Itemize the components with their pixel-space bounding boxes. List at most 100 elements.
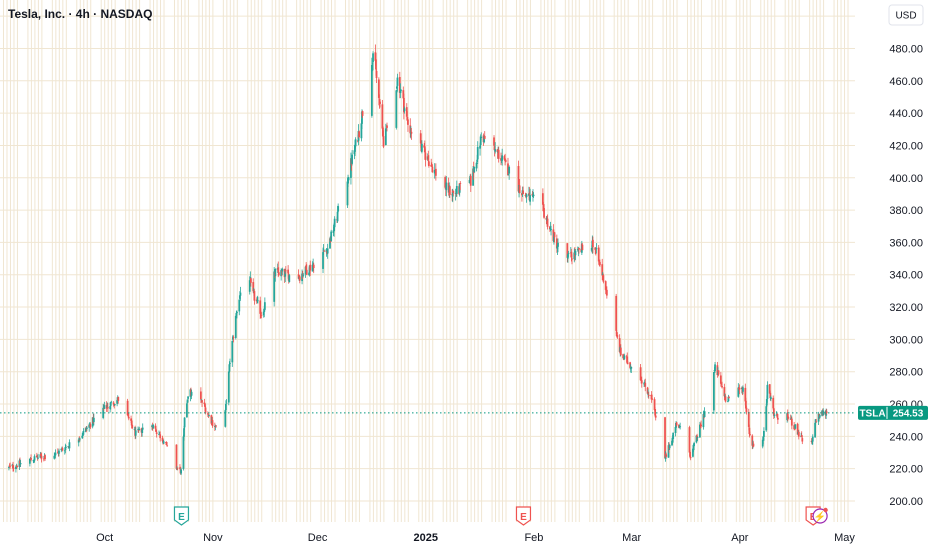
- candle: [61, 446, 64, 452]
- price-tick-label: 480.00: [889, 43, 923, 55]
- candle: [284, 266, 287, 274]
- candle: [507, 157, 509, 177]
- earnings-marker[interactable]: E: [173, 506, 190, 526]
- time-axis[interactable]: Oct Nov Dec 2025 Feb Mar Apr May: [96, 532, 855, 544]
- candle: [207, 413, 210, 418]
- candle: [769, 395, 772, 402]
- candle: [235, 310, 238, 319]
- candle: [644, 378, 647, 392]
- candle: [508, 165, 511, 180]
- currency-button[interactable]: USD: [888, 4, 924, 26]
- candle: [763, 427, 765, 441]
- candle: [581, 243, 584, 251]
- candle: [597, 245, 600, 265]
- candle: [421, 140, 423, 154]
- candle: [668, 444, 671, 451]
- candle: [58, 448, 60, 457]
- candle: [667, 442, 670, 458]
- candle: [616, 332, 619, 339]
- candle: [605, 286, 608, 299]
- candle: [301, 269, 303, 285]
- candle: [379, 99, 381, 108]
- date-tick-label: Feb: [524, 532, 543, 544]
- candle: [347, 176, 350, 184]
- candle: [263, 297, 266, 311]
- candle: [350, 152, 352, 185]
- candle: [787, 415, 790, 420]
- candle: [553, 231, 556, 243]
- candle: [702, 410, 705, 430]
- candle: [346, 177, 349, 208]
- candle: [12, 461, 14, 472]
- candle: [532, 192, 535, 198]
- grid-layer: [0, 0, 855, 522]
- candle: [112, 401, 115, 407]
- candle: [518, 178, 521, 194]
- price-tick-label: 240.00: [889, 431, 923, 443]
- candle: [762, 435, 765, 445]
- candle: [654, 406, 657, 417]
- candle: [211, 416, 214, 428]
- earnings-marker[interactable]: E: [515, 506, 532, 526]
- candle: [204, 405, 207, 415]
- candle: [469, 173, 472, 192]
- candle: [232, 335, 235, 343]
- candle: [280, 268, 283, 281]
- candle: [745, 405, 748, 415]
- last-price-symbol: TSLA: [859, 408, 885, 419]
- candle: [566, 243, 569, 263]
- candle: [305, 262, 308, 271]
- candle: [410, 127, 413, 140]
- candle: [131, 423, 134, 429]
- candle: [427, 160, 430, 168]
- candle: [35, 452, 38, 458]
- candle: [65, 444, 67, 448]
- candle: [79, 437, 81, 442]
- candle: [720, 382, 723, 386]
- candle: [483, 131, 486, 140]
- candle: [728, 395, 730, 399]
- candle: [28, 458, 31, 467]
- price-tick-label: 420.00: [889, 140, 923, 152]
- candle: [717, 370, 720, 377]
- candle: [305, 264, 308, 276]
- candle: [225, 399, 228, 404]
- candle: [550, 225, 552, 236]
- marker-label: E: [520, 512, 527, 523]
- event-marker[interactable]: ⚡: [812, 507, 828, 524]
- candle: [768, 384, 771, 394]
- price-tick-label: 300.00: [889, 334, 923, 346]
- candle: [604, 280, 607, 295]
- candle: [183, 425, 185, 441]
- candle: [398, 71, 401, 99]
- candle: [525, 193, 528, 203]
- date-tick-label: Mar: [622, 532, 641, 544]
- candle: [182, 434, 185, 471]
- candle: [772, 407, 775, 419]
- candle: [571, 254, 573, 265]
- candle: [110, 400, 113, 403]
- candle: [529, 188, 531, 206]
- candle: [800, 431, 803, 438]
- candle: [602, 273, 605, 284]
- candle: [102, 403, 105, 420]
- candle: [85, 426, 88, 431]
- candle: [822, 408, 825, 416]
- candle: [409, 118, 412, 138]
- candle: [664, 416, 666, 460]
- candle: [504, 153, 506, 166]
- candle: [40, 452, 43, 463]
- candle: [183, 417, 186, 430]
- candle: [322, 247, 324, 274]
- candle: [598, 259, 601, 267]
- candle: [452, 190, 455, 196]
- candle: [166, 442, 169, 447]
- candle: [738, 384, 741, 395]
- candle: [77, 437, 80, 447]
- candle: [259, 296, 262, 319]
- candle: [333, 216, 336, 231]
- candle: [402, 86, 405, 99]
- candle: [737, 383, 740, 398]
